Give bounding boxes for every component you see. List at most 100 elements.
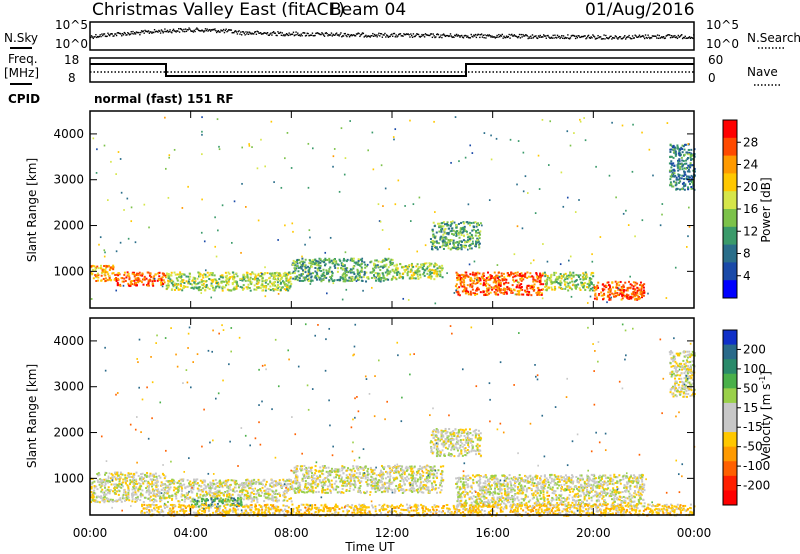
heatmap-cell [500,288,503,291]
heatmap-cell [245,286,248,289]
heatmap-cell [229,488,232,491]
y-tick-label: 4000 [53,127,84,141]
heatmap-cell [688,225,691,228]
heatmap-cell [276,278,279,281]
heatmap-cell [227,283,230,286]
heatmap-cell [659,224,662,227]
heatmap-cell [559,284,562,287]
heatmap-cell [445,237,448,240]
heatmap-cell [242,498,245,501]
heatmap-cell [304,476,307,479]
noise-data-point [468,37,471,39]
heatmap-cell [209,483,212,486]
heatmap-cell [522,190,525,193]
heatmap-cell [198,495,201,498]
heatmap-cell [226,493,229,496]
heatmap-cell [127,272,130,275]
noise-data-point [658,34,661,37]
heatmap-cell [566,277,569,280]
heatmap-cell [503,278,506,281]
noise-data-point [462,37,465,39]
heatmap-cell [179,478,182,481]
heatmap-cell [290,488,293,491]
heatmap-cell [394,128,397,131]
heatmap-cell [290,167,293,169]
heatmap-cell [156,480,159,483]
heatmap-cell [140,473,143,476]
heatmap-cell [160,278,163,281]
heatmap-cell [520,288,523,291]
heatmap-cell [98,243,100,246]
heatmap-cell [129,284,132,287]
heatmap-cell [399,275,402,278]
heatmap-cell [344,276,347,279]
noise-data-point [671,36,673,39]
heatmap-cell [360,262,363,265]
heatmap-cell [563,279,566,282]
noise-data-point [587,35,589,37]
heatmap-cell [429,273,432,276]
heatmap-cell [475,229,478,232]
heatmap-cell [472,228,475,231]
heatmap-cell [267,488,270,491]
heatmap-cell [251,278,254,281]
heatmap-cell [169,481,172,484]
noise-data-point [314,34,316,37]
noise-data-point [266,32,269,34]
noise-data-point [564,36,566,39]
heatmap-cell [433,120,435,123]
heatmap-cell [476,239,479,242]
heatmap-cell [126,497,129,500]
heatmap-cell [200,489,203,492]
heatmap-cell [233,504,236,507]
heatmap-cell [454,241,457,244]
heatmap-cell [218,285,221,288]
heatmap-cell [123,209,125,211]
heatmap-cell [135,284,138,287]
heatmap-cell [225,284,228,287]
heatmap-cell [147,271,150,274]
noise-data-point [334,34,336,36]
heatmap-cell [672,173,675,176]
heatmap-cell [617,288,620,291]
heatmap-cell [105,472,108,475]
heatmap-cell [178,487,181,490]
heatmap-cell [380,277,383,280]
heatmap-cell [389,260,392,263]
heatmap-cell [243,495,246,498]
heatmap-cell [121,495,124,498]
heatmap-cell [614,286,617,289]
heatmap-cell [197,282,200,285]
heatmap-cell [497,276,500,279]
heatmap-cell [221,280,224,283]
heatmap-cell [253,278,256,281]
heatmap-cell [202,487,205,490]
heatmap-cell [119,284,122,287]
heatmap-cell [261,280,264,283]
heatmap-cell [235,505,238,508]
heatmap-cell [536,276,539,279]
heatmap-cell [314,262,317,265]
heatmap-cell [343,279,346,282]
heatmap-cell [524,289,527,292]
heatmap-cell [214,478,217,481]
heatmap-cell [230,289,233,292]
heatmap-cell [459,274,462,277]
heatmap-cell [433,269,436,272]
heatmap-cell [579,288,582,291]
noise-data-point [522,33,524,36]
noise-data-point [264,32,266,34]
noise-data-point [576,36,579,39]
noise-data-point [430,33,433,35]
heatmap-cell [478,277,481,280]
heatmap-cell [461,227,464,230]
noise-data-point [650,37,653,39]
heatmap-cell [332,487,335,490]
heatmap-cell [419,273,422,276]
heatmap-cell [353,273,356,276]
heatmap-cell [323,264,326,267]
heatmap-cell [108,278,111,281]
heatmap-cell [124,499,127,502]
heatmap-cell [260,482,263,485]
heatmap-cell [208,489,211,492]
